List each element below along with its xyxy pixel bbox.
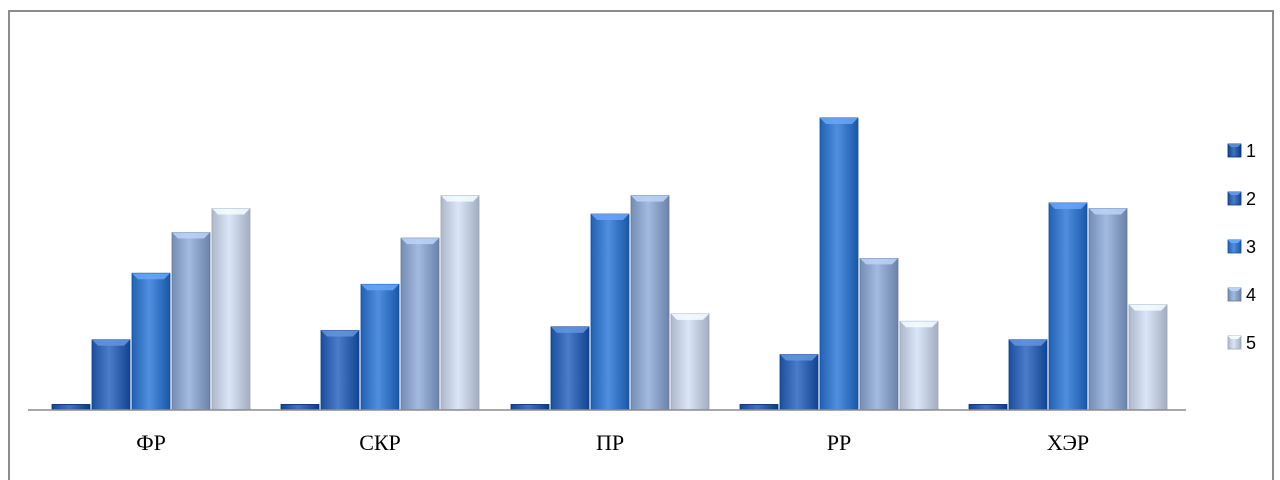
bar-ПР-series-3	[590, 213, 630, 411]
bar-ХЭР-series-1	[968, 404, 1008, 411]
bar-ФР-series-4	[171, 232, 211, 411]
bar-chart: ФР СКР ПР РР ХЭР 1 2 3 4 5	[28, 117, 1256, 455]
bar-ХЭР-series-5	[1128, 304, 1168, 411]
legend: 1 2 3 4 5	[1227, 141, 1256, 353]
bar-РР-series-1	[739, 404, 779, 411]
legend-label: 1	[1246, 141, 1256, 161]
bar-СКР-series-1	[280, 404, 320, 411]
bar-ХЭР-series-3	[1048, 202, 1088, 411]
legend-item-3: 3	[1227, 237, 1256, 257]
category-label: ПР	[596, 430, 624, 455]
bar-СКР-series-2	[320, 330, 360, 411]
bar-РР-series-5	[899, 320, 939, 411]
bars-layer	[51, 117, 1168, 411]
legend-item-4: 4	[1227, 285, 1256, 305]
bar-ПР-series-5	[670, 313, 710, 411]
legend-label: 2	[1246, 189, 1256, 209]
bar-ПР-series-4	[630, 195, 670, 411]
legend-label: 4	[1246, 285, 1256, 305]
bar-ФР-series-3	[131, 272, 171, 411]
legend-item-1: 1	[1227, 141, 1256, 161]
bar-ХЭР-series-2	[1008, 339, 1048, 411]
bar-ФР-series-2	[91, 339, 131, 411]
legend-item-5: 5	[1227, 333, 1256, 353]
category-label: ФР	[136, 430, 166, 455]
legend-label: 5	[1246, 333, 1256, 353]
bar-ХЭР-series-4	[1088, 208, 1128, 411]
bar-СКР-series-5	[440, 195, 480, 411]
category-label: ХЭР	[1047, 430, 1089, 455]
category-label: СКР	[359, 430, 401, 455]
category-label: РР	[827, 430, 851, 455]
category-labels: ФР СКР ПР РР ХЭР	[136, 430, 1089, 455]
legend-label: 3	[1246, 237, 1256, 257]
bar-РР-series-3	[819, 117, 859, 411]
legend-item-2: 2	[1227, 189, 1256, 209]
bar-ФР-series-5	[211, 208, 251, 411]
bar-СКР-series-3	[360, 283, 400, 411]
bar-ФР-series-1	[51, 404, 91, 411]
bar-СКР-series-4	[400, 237, 440, 411]
bar-РР-series-4	[859, 258, 899, 411]
bar-ПР-series-2	[550, 326, 590, 411]
bar-РР-series-2	[779, 354, 819, 411]
bar-ПР-series-1	[510, 404, 550, 411]
